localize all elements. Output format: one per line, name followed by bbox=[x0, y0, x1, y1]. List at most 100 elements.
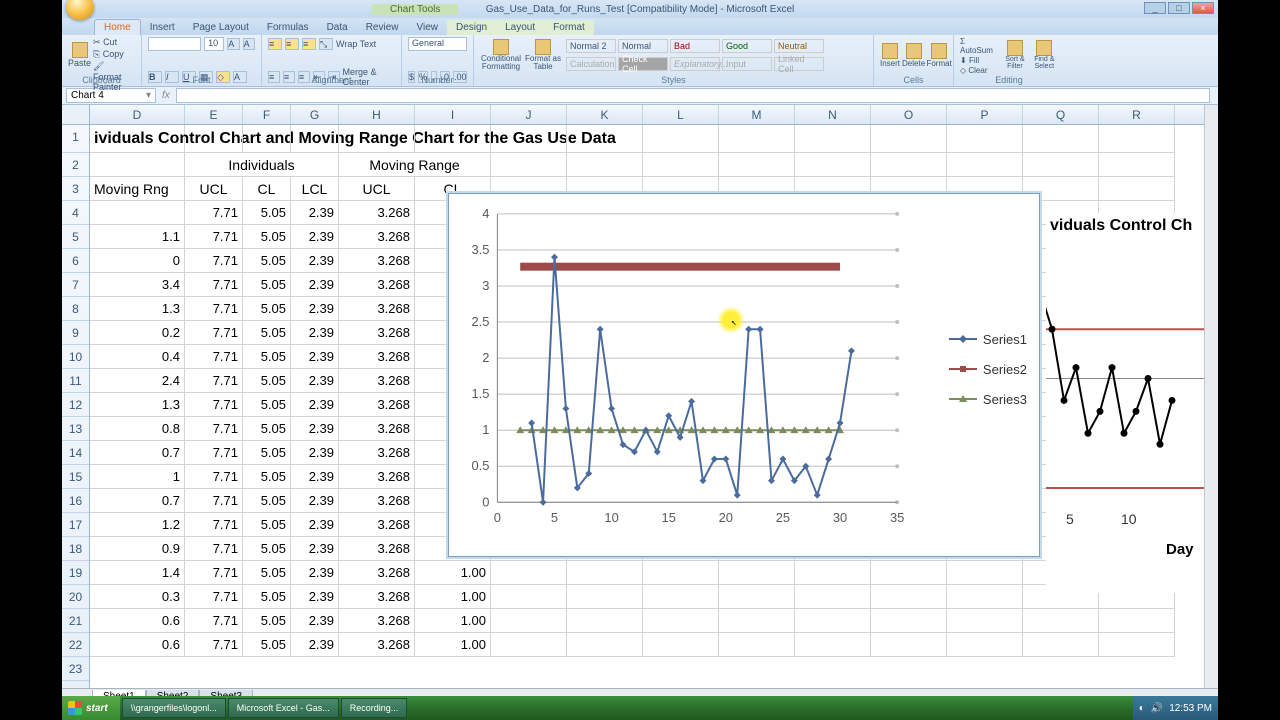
cut-button[interactable]: ✂ Cut bbox=[93, 37, 135, 48]
cell[interactable]: 5.05 bbox=[243, 513, 291, 537]
cell[interactable]: 5.05 bbox=[243, 201, 291, 225]
cell[interactable] bbox=[643, 125, 719, 153]
cell[interactable]: 3.268 bbox=[339, 297, 415, 321]
cell[interactable] bbox=[719, 561, 795, 585]
cell[interactable]: 5.05 bbox=[243, 321, 291, 345]
cell[interactable]: 1.4 bbox=[90, 561, 185, 585]
office-button[interactable] bbox=[66, 0, 94, 20]
cell[interactable]: 5.05 bbox=[243, 465, 291, 489]
cell[interactable]: 7.71 bbox=[185, 273, 243, 297]
cell[interactable] bbox=[185, 125, 243, 153]
cell[interactable]: 5.05 bbox=[243, 441, 291, 465]
font-name-select[interactable] bbox=[148, 37, 201, 51]
cell[interactable] bbox=[871, 561, 947, 585]
cell[interactable]: 3.268 bbox=[339, 633, 415, 657]
cell[interactable] bbox=[643, 609, 719, 633]
cell[interactable] bbox=[1023, 125, 1099, 153]
cell[interactable]: 1.00 bbox=[415, 609, 491, 633]
autosum-button[interactable]: Σ AutoSum bbox=[960, 37, 999, 55]
taskbar-item[interactable]: Recording... bbox=[341, 698, 408, 718]
cell[interactable] bbox=[90, 153, 185, 177]
cell[interactable]: 1.2 bbox=[90, 513, 185, 537]
cell[interactable] bbox=[947, 585, 1023, 609]
formula-bar[interactable] bbox=[176, 88, 1210, 103]
cell[interactable] bbox=[871, 125, 947, 153]
cell[interactable]: 2.39 bbox=[291, 489, 339, 513]
system-tray[interactable]: ◐ 🔊 12:53 PM bbox=[1133, 696, 1218, 720]
cell[interactable]: 2.39 bbox=[291, 201, 339, 225]
cell[interactable] bbox=[871, 153, 947, 177]
cell[interactable] bbox=[567, 153, 643, 177]
wrap-text-button[interactable]: Wrap Text bbox=[336, 39, 376, 49]
cell[interactable]: 5.05 bbox=[243, 393, 291, 417]
cell[interactable] bbox=[491, 633, 567, 657]
col-header-L[interactable]: L bbox=[643, 105, 719, 124]
cell[interactable] bbox=[567, 561, 643, 585]
col-header-H[interactable]: H bbox=[339, 105, 415, 124]
cell[interactable] bbox=[871, 609, 947, 633]
cell[interactable]: 2.39 bbox=[291, 441, 339, 465]
cell[interactable] bbox=[947, 633, 1023, 657]
row-header-13[interactable]: 13 bbox=[62, 417, 89, 441]
format-as-table-button[interactable]: Format as Table bbox=[524, 37, 562, 73]
row-header-18[interactable]: 18 bbox=[62, 537, 89, 561]
row-header-21[interactable]: 21 bbox=[62, 609, 89, 633]
cell[interactable]: 5.05 bbox=[243, 249, 291, 273]
col-header-N[interactable]: N bbox=[795, 105, 871, 124]
row-header-6[interactable]: 6 bbox=[62, 249, 89, 273]
chart-legend[interactable]: Series1Series2Series3 bbox=[949, 324, 1027, 414]
cell[interactable]: 7.71 bbox=[185, 585, 243, 609]
cell[interactable] bbox=[243, 125, 291, 153]
cell[interactable]: 0.7 bbox=[90, 489, 185, 513]
cell[interactable]: 2.39 bbox=[291, 609, 339, 633]
cell[interactable] bbox=[491, 585, 567, 609]
cell[interactable]: 2.39 bbox=[291, 393, 339, 417]
cell[interactable]: 7.71 bbox=[185, 537, 243, 561]
cell[interactable]: 5.05 bbox=[243, 417, 291, 441]
cell[interactable]: 5.05 bbox=[243, 297, 291, 321]
row-header-19[interactable]: 19 bbox=[62, 561, 89, 585]
row-header-15[interactable]: 15 bbox=[62, 465, 89, 489]
cell[interactable]: 5.05 bbox=[243, 273, 291, 297]
style-linkedcell[interactable]: Linked Cell bbox=[774, 57, 824, 71]
row-header-7[interactable]: 7 bbox=[62, 273, 89, 297]
minimize-button[interactable]: _ bbox=[1144, 2, 1166, 14]
col-header-D[interactable]: D bbox=[90, 105, 185, 124]
cell[interactable]: 3.268 bbox=[339, 465, 415, 489]
col-header-P[interactable]: P bbox=[947, 105, 1023, 124]
align-top-button[interactable]: ≡ bbox=[268, 38, 282, 50]
cell[interactable]: 2.39 bbox=[291, 561, 339, 585]
legend-item[interactable]: Series3 bbox=[949, 384, 1027, 414]
cell[interactable]: LCL bbox=[291, 177, 339, 201]
cell[interactable] bbox=[643, 633, 719, 657]
col-header-O[interactable]: O bbox=[871, 105, 947, 124]
style-explanatory[interactable]: Explanatory... bbox=[670, 57, 720, 71]
cell[interactable] bbox=[947, 125, 1023, 153]
ribbon-tab-layout[interactable]: Layout bbox=[496, 20, 544, 35]
legend-item[interactable]: Series2 bbox=[949, 354, 1027, 384]
style-normal[interactable]: Normal bbox=[618, 39, 668, 53]
cell[interactable] bbox=[795, 125, 871, 153]
find-select-button[interactable]: Find & Select bbox=[1031, 37, 1058, 73]
ribbon-tab-review[interactable]: Review bbox=[357, 20, 408, 35]
cell[interactable] bbox=[491, 609, 567, 633]
cell[interactable] bbox=[643, 585, 719, 609]
cell[interactable]: 7.71 bbox=[185, 249, 243, 273]
ribbon-tab-insert[interactable]: Insert bbox=[141, 20, 184, 35]
cell[interactable]: 7.71 bbox=[185, 561, 243, 585]
col-header-I[interactable]: I bbox=[415, 105, 491, 124]
cell[interactable]: 3.268 bbox=[339, 201, 415, 225]
cell[interactable]: 3.268 bbox=[339, 369, 415, 393]
cell[interactable]: 5.05 bbox=[243, 633, 291, 657]
col-header-Q[interactable]: Q bbox=[1023, 105, 1099, 124]
cell[interactable]: 0.6 bbox=[90, 633, 185, 657]
col-header-K[interactable]: K bbox=[567, 105, 643, 124]
cell[interactable]: 2.39 bbox=[291, 537, 339, 561]
cell[interactable]: 3.268 bbox=[339, 321, 415, 345]
cell[interactable] bbox=[1023, 609, 1099, 633]
select-all-corner[interactable] bbox=[62, 105, 90, 125]
cell[interactable]: 1.00 bbox=[415, 561, 491, 585]
number-format-select[interactable]: General bbox=[408, 37, 467, 51]
col-header-F[interactable]: F bbox=[243, 105, 291, 124]
cell[interactable]: ividuals Control Chart and Moving Range … bbox=[90, 125, 185, 153]
